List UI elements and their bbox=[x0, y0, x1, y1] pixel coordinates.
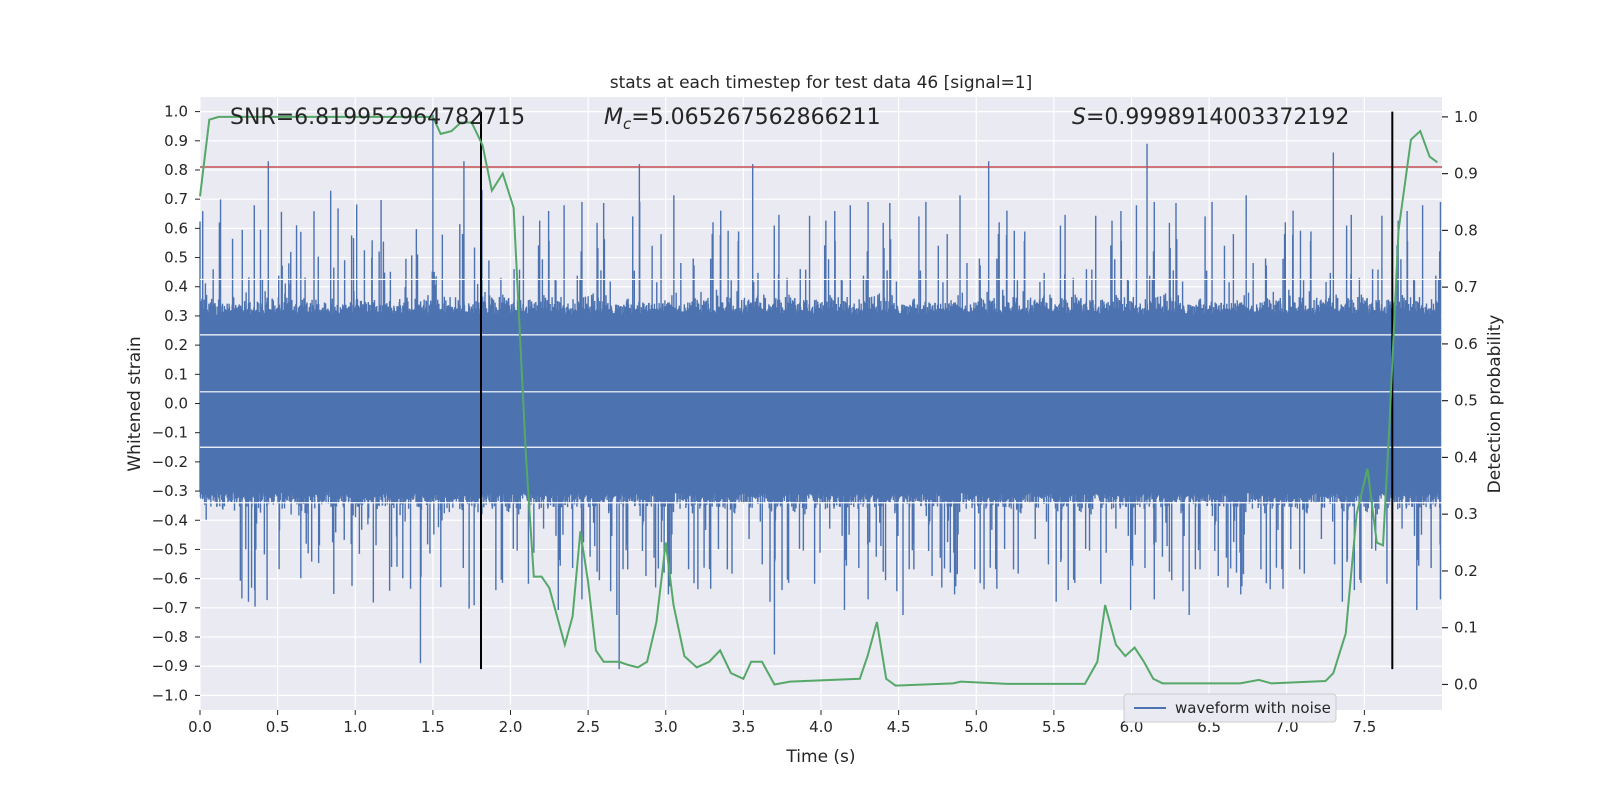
left-y-tick-label: −0.1 bbox=[152, 424, 188, 442]
left-y-tick-label: −0.5 bbox=[152, 540, 188, 558]
right-y-tick-label: 0.6 bbox=[1454, 335, 1478, 353]
right-y-tick-label: 0.8 bbox=[1454, 221, 1478, 239]
left-y-tick-label: 0.9 bbox=[164, 132, 188, 150]
left-y-tick-label: 0.0 bbox=[164, 395, 188, 413]
left-y-axis-label: Whitened strain bbox=[125, 336, 145, 471]
left-y-tick-label: 0.8 bbox=[164, 161, 188, 179]
x-tick-label: 3.5 bbox=[731, 718, 755, 736]
right-y-tick-label: 1.0 bbox=[1454, 108, 1478, 126]
right-y-tick-label: 0.3 bbox=[1454, 505, 1478, 523]
right-y-axis-ticks: 1.0 0.9 0.8 0.7 0.6 0.5 0.4 0.3 0.2 0.1 0.0 bbox=[1442, 108, 1478, 693]
waveform-trace bbox=[199, 114, 1442, 670]
left-y-tick-label: −1.0 bbox=[152, 686, 188, 704]
waveform-series bbox=[199, 114, 1442, 670]
left-y-tick-label: 1.0 bbox=[164, 103, 188, 121]
x-tick-label: 5.0 bbox=[964, 718, 988, 736]
right-y-axis-label: Detection probability bbox=[1485, 315, 1505, 494]
statistic-symbol: S bbox=[1072, 105, 1086, 130]
left-y-tick-label: 0.3 bbox=[164, 307, 188, 325]
x-tick-label: 1.5 bbox=[421, 718, 445, 736]
left-y-tick-label: −0.8 bbox=[152, 628, 188, 646]
x-tick-label: 0.5 bbox=[266, 718, 290, 736]
left-y-tick-label: −0.7 bbox=[152, 599, 188, 617]
x-tick-label: 2.5 bbox=[576, 718, 600, 736]
chart-title: stats at each timestep for test data 46 … bbox=[610, 73, 1033, 93]
x-tick-label: 2.0 bbox=[499, 718, 523, 736]
statistic-value: =0.9998914003372192 bbox=[1086, 105, 1349, 130]
x-tick-label: 7.5 bbox=[1352, 718, 1376, 736]
snr-annotation: SNR=6.819952964782715 bbox=[230, 105, 525, 130]
chirp-mass-annotation: Mc=5.065267562866211 bbox=[604, 105, 881, 133]
chirp-mass-value: =5.065267562866211 bbox=[631, 105, 880, 130]
left-y-tick-label: −0.3 bbox=[152, 482, 188, 500]
x-tick-label: 3.0 bbox=[654, 718, 678, 736]
left-y-tick-label: 0.5 bbox=[164, 249, 188, 267]
x-tick-label: 5.5 bbox=[1042, 718, 1066, 736]
left-y-tick-label: −0.2 bbox=[152, 453, 188, 471]
x-tick-label: 4.5 bbox=[887, 718, 911, 736]
x-axis-label: Time (s) bbox=[785, 747, 855, 767]
probability-line bbox=[199, 115, 1438, 687]
x-tick-label: 4.0 bbox=[809, 718, 833, 736]
right-y-tick-label: 0.2 bbox=[1454, 562, 1478, 580]
chirp-mass-subscript: c bbox=[623, 115, 632, 133]
right-y-tick-label: 0.4 bbox=[1454, 448, 1478, 466]
legend-label-waveform: waveform with noise bbox=[1175, 699, 1331, 717]
left-y-tick-label: −0.4 bbox=[152, 511, 188, 529]
event-markers bbox=[480, 111, 1394, 670]
left-y-tick-label: 0.7 bbox=[164, 190, 188, 208]
left-y-tick-label: −0.6 bbox=[152, 570, 188, 588]
legend-box bbox=[1123, 693, 1337, 723]
left-y-tick-label: 0.6 bbox=[164, 219, 188, 237]
left-y-tick-label: −0.9 bbox=[152, 657, 188, 675]
x-tick-label: 0.0 bbox=[188, 718, 212, 736]
probability-series bbox=[199, 115, 1438, 687]
chirp-mass-symbol: M bbox=[604, 105, 623, 130]
left-y-tick-label: 0.1 bbox=[164, 365, 188, 383]
left-y-tick-label: 0.4 bbox=[164, 278, 188, 296]
x-tick-label: 1.0 bbox=[343, 718, 367, 736]
right-y-tick-label: 0.9 bbox=[1454, 165, 1478, 183]
right-y-tick-label: 0.7 bbox=[1454, 278, 1478, 296]
x-axis-ticks: 0.0 0.5 1.0 1.5 2.0 2.5 3.0 3.5 4.0 4.5 5.0 5.5 6.0 6… bbox=[188, 710, 1376, 736]
right-y-tick-label: 0.0 bbox=[1454, 675, 1478, 693]
legend: waveform with noise bbox=[1123, 693, 1337, 723]
right-y-tick-label: 0.5 bbox=[1454, 392, 1478, 410]
statistic-annotation: S=0.9998914003372192 bbox=[1072, 105, 1349, 130]
right-y-tick-label: 0.1 bbox=[1454, 619, 1478, 637]
left-y-tick-label: 0.2 bbox=[164, 336, 188, 354]
left-y-axis-ticks: 1.0 0.9 0.8 0.7 0.6 0.5 0.4 0.3 0.2 0.1 0.0 −0.1 −0.… bbox=[152, 103, 200, 704]
